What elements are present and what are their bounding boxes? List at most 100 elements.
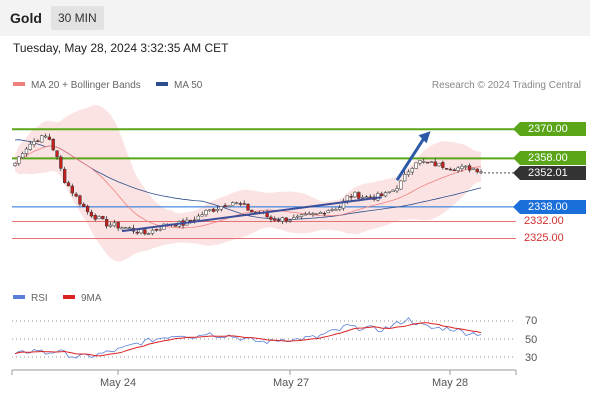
- candle-body: [124, 227, 128, 229]
- candle-body: [338, 207, 342, 210]
- candle-body: [20, 153, 25, 158]
- candle-body: [112, 222, 116, 227]
- level-tag-2358: 2358.00: [513, 151, 586, 166]
- candle-body: [441, 162, 445, 168]
- level-tag-2338: 2338.00: [513, 199, 586, 214]
- candle-body: [269, 216, 273, 220]
- candle-body: [395, 188, 399, 192]
- candle-body: [464, 165, 468, 168]
- trend-lines: [121, 131, 431, 233]
- legend-9ma: 9MA: [63, 293, 102, 305]
- candle-body: [47, 136, 52, 140]
- candle-body: [246, 203, 250, 211]
- ma20-line: [14, 145, 482, 229]
- candle-body: [40, 135, 44, 143]
- candle-body: [85, 205, 90, 213]
- candle-body: [387, 191, 392, 194]
- candle-body: [288, 220, 292, 222]
- candle-body: [208, 209, 212, 211]
- candle-body: [460, 165, 464, 170]
- candle-body: [97, 216, 101, 220]
- ma50-swatch-icon: [156, 82, 168, 87]
- candle-body: [32, 141, 36, 145]
- candle-body: [219, 206, 223, 210]
- candle-body: [242, 203, 246, 205]
- x-axis-label-may27: May 27: [273, 377, 310, 389]
- level-tag-current-price: 2352.01: [513, 165, 586, 180]
- candle-body: [135, 231, 139, 234]
- candle-body: [250, 209, 254, 213]
- candle-body: [276, 219, 281, 222]
- candle-body: [383, 192, 388, 197]
- candle-body: [318, 212, 323, 214]
- candle-body: [234, 202, 239, 204]
- candle-body: [479, 171, 483, 174]
- price-levels: [12, 128, 516, 239]
- bollinger-bands: [15, 105, 481, 262]
- x-axis-label-may24: May 24: [100, 377, 137, 389]
- rsi-level-50: 50: [525, 334, 538, 346]
- candle-body: [108, 224, 113, 227]
- candle-body: [364, 196, 369, 198]
- candle-body: [422, 161, 426, 163]
- instrument-title: Gold: [10, 10, 42, 26]
- candle-body: [402, 174, 407, 182]
- time-axis: [11, 369, 517, 375]
- candle-body: [391, 189, 395, 192]
- candle-body: [189, 219, 193, 222]
- candle-body: [17, 156, 21, 164]
- rsi-swatch-icon: [13, 295, 25, 300]
- ma20-swatch-icon: [13, 82, 25, 87]
- candle-body: [322, 212, 327, 215]
- level-tag-2332: 2332.00: [524, 215, 564, 228]
- candle-body: [357, 192, 361, 199]
- candle-body: [448, 168, 453, 171]
- candle-body: [471, 167, 476, 170]
- candle-body: [406, 171, 411, 176]
- candle-body: [349, 196, 353, 198]
- candle-body: [66, 182, 71, 187]
- candle-body: [55, 150, 59, 157]
- candle-body: [196, 215, 201, 221]
- candle-body: [78, 195, 82, 205]
- candle-body: [120, 227, 124, 230]
- ma9-swatch-icon: [63, 295, 75, 300]
- legend-ma20: MA 20 + Bollinger Bands: [13, 80, 141, 92]
- timeframe-badge[interactable]: 30 MIN: [51, 6, 104, 30]
- bollinger-band-fill: [15, 105, 481, 262]
- candle-body: [154, 229, 158, 231]
- candle-body: [299, 214, 304, 218]
- candle-body: [105, 218, 109, 227]
- legend-rsi-label: RSI: [31, 293, 48, 304]
- candle-body: [414, 162, 418, 169]
- candle-body: [223, 205, 227, 208]
- candle-body: [74, 193, 78, 197]
- level-tag-2370: 2370.00: [513, 122, 586, 137]
- candle-body: [127, 227, 132, 229]
- legend-ma50-label: MA 50: [174, 80, 203, 91]
- candle-body: [139, 229, 143, 234]
- rsi-level-30: 30: [525, 352, 538, 364]
- candle-body: [360, 196, 365, 199]
- candle-body: [353, 191, 357, 198]
- candle-body: [303, 213, 307, 216]
- candle-body: [238, 203, 243, 205]
- projection-arrow-icon: [418, 131, 431, 144]
- candle-body: [334, 209, 338, 211]
- candle-body: [231, 202, 235, 206]
- candle-body: [215, 209, 220, 211]
- candle-body: [70, 185, 74, 194]
- candle-body: [43, 135, 48, 138]
- candle-body: [311, 213, 315, 215]
- candle-body: [380, 193, 384, 197]
- level-tag-2325: 2325.00: [524, 232, 564, 245]
- candle-body: [341, 200, 346, 209]
- header-bar: Gold 30 MIN: [0, 0, 590, 36]
- candle-body: [475, 168, 479, 173]
- candle-body: [280, 217, 285, 222]
- candle-body: [143, 229, 147, 235]
- legend-9ma-label: 9MA: [81, 293, 102, 304]
- candle-body: [51, 138, 55, 151]
- candle-body: [433, 161, 437, 167]
